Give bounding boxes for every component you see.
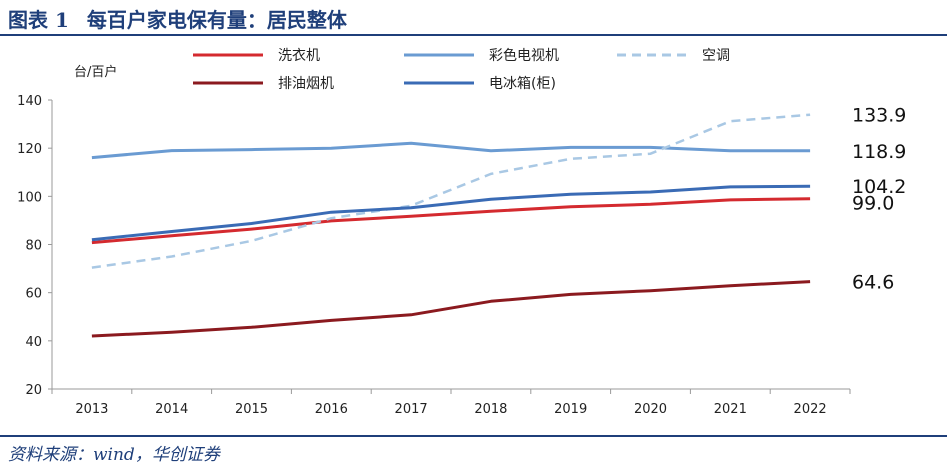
end-value-label-0: 99.0 xyxy=(852,193,894,215)
footer-divider xyxy=(0,435,947,437)
x-tick-label: 2013 xyxy=(75,402,108,417)
series-line-0 xyxy=(91,197,811,245)
end-value-label-2: 133.9 xyxy=(852,105,906,127)
x-tick-label: 2016 xyxy=(315,402,348,417)
series-line-4 xyxy=(91,184,811,242)
legend-label-1: 彩色电视机 xyxy=(489,47,559,64)
source-note: 资料来源：wind，华创证券 xyxy=(8,445,220,465)
series-line-3 xyxy=(91,280,811,338)
x-tick-label: 2014 xyxy=(155,402,188,417)
title-divider xyxy=(0,34,947,36)
legend-label-0: 洗衣机 xyxy=(278,48,320,64)
x-tick-label: 2019 xyxy=(554,402,587,417)
end-value-label-3: 64.6 xyxy=(852,272,894,294)
figure-number: 图表 1 xyxy=(8,8,69,32)
series-line-1 xyxy=(91,141,811,160)
y-tick-label: 20 xyxy=(25,383,42,398)
x-tick-label: 2015 xyxy=(235,402,268,417)
line-chart: 20 40 60 80 100 120 140 2013 2014 2015 2016 2017 201… xyxy=(17,47,906,417)
x-tick-label: 2017 xyxy=(395,402,428,417)
y-axis-label: 台/百户 xyxy=(74,64,117,80)
end-value-label-4: 104.2 xyxy=(852,176,906,198)
legend-label-4: 电冰箱(柜) xyxy=(489,76,556,92)
y-tick-label: 80 xyxy=(25,239,42,254)
y-tick-label: 40 xyxy=(25,335,42,350)
x-tick-label: 2021 xyxy=(714,402,747,417)
end-value-label-1: 118.9 xyxy=(852,141,906,163)
x-tick-label: 2022 xyxy=(794,402,827,417)
x-tick-label: 2018 xyxy=(474,402,507,417)
figure-title: 图表 1 每百户家电保有量：居民整体 xyxy=(8,4,347,32)
series-line-2 xyxy=(91,113,811,269)
legend-label-3: 排油烟机 xyxy=(278,76,334,92)
y-tick-label: 60 xyxy=(25,287,42,302)
y-tick-label: 120 xyxy=(17,142,42,157)
legend-label-2: 空调 xyxy=(702,48,730,64)
x-tick-label: 2020 xyxy=(634,402,667,417)
figure-title-text: 每百户家电保有量：居民整体 xyxy=(86,8,347,32)
y-tick-label: 140 xyxy=(17,94,42,109)
y-tick-label: 100 xyxy=(17,190,42,205)
